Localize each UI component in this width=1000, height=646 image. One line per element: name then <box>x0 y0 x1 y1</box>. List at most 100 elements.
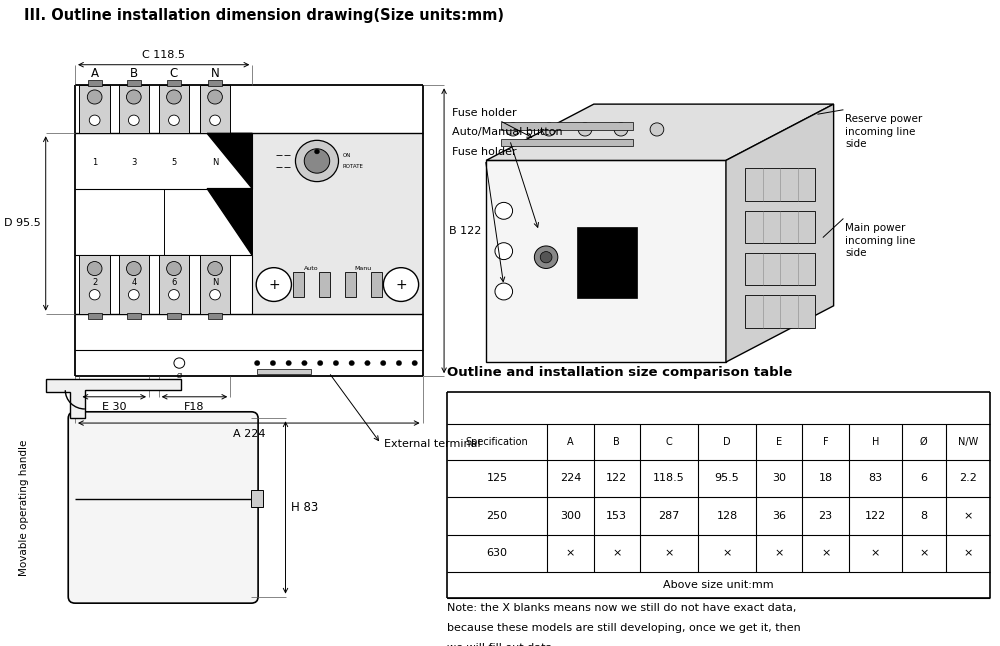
Circle shape <box>383 267 419 302</box>
Text: 30: 30 <box>772 474 786 483</box>
Circle shape <box>87 90 102 104</box>
Circle shape <box>167 262 181 276</box>
Text: Main power
incoming line
side: Main power incoming line side <box>845 224 916 258</box>
Text: B: B <box>130 67 138 79</box>
Circle shape <box>89 289 100 300</box>
Bar <box>127 313 141 319</box>
Text: ROTATE: ROTATE <box>342 164 363 169</box>
Text: H: H <box>872 437 879 447</box>
Text: 95.5: 95.5 <box>715 474 739 483</box>
Text: ×: × <box>664 548 674 558</box>
Text: ×: × <box>963 548 973 558</box>
Circle shape <box>495 283 513 300</box>
Bar <box>200 255 230 313</box>
Text: D: D <box>723 437 731 447</box>
Bar <box>167 80 181 86</box>
Bar <box>319 273 330 297</box>
Text: 125: 125 <box>487 474 508 483</box>
Bar <box>119 85 149 133</box>
Polygon shape <box>207 189 252 255</box>
Bar <box>745 295 815 328</box>
Text: 2.2: 2.2 <box>959 474 977 483</box>
Circle shape <box>210 115 220 125</box>
Text: because these models are still developing, once we get it, then: because these models are still developin… <box>447 623 801 633</box>
Text: External terminal: External terminal <box>384 439 481 449</box>
Text: we will fill out data.: we will fill out data. <box>447 643 556 646</box>
Text: F: F <box>823 437 828 447</box>
Circle shape <box>174 358 185 368</box>
Text: 1: 1 <box>92 158 97 167</box>
Text: Outline and installation size comparison table: Outline and installation size comparison… <box>447 366 792 379</box>
Text: 300: 300 <box>560 511 581 521</box>
Polygon shape <box>486 104 834 160</box>
Bar <box>208 80 222 86</box>
Text: ×: × <box>821 548 830 558</box>
Circle shape <box>210 289 220 300</box>
Text: N: N <box>212 158 218 167</box>
Text: 83: 83 <box>868 474 882 483</box>
Circle shape <box>534 246 558 269</box>
Text: 18: 18 <box>819 474 833 483</box>
Text: E: E <box>776 437 782 447</box>
Text: B 122: B 122 <box>449 225 481 236</box>
Circle shape <box>578 123 592 136</box>
Bar <box>167 313 181 319</box>
Text: Fuse holder: Fuse holder <box>452 108 532 137</box>
Circle shape <box>169 289 179 300</box>
Bar <box>79 85 110 133</box>
Text: ON: ON <box>342 153 351 158</box>
Text: N: N <box>211 67 219 79</box>
Bar <box>501 139 633 147</box>
Circle shape <box>304 149 330 173</box>
Text: A 224: A 224 <box>233 429 265 439</box>
Text: +: + <box>395 278 407 291</box>
Text: Specification: Specification <box>466 437 528 447</box>
FancyBboxPatch shape <box>68 412 258 603</box>
Circle shape <box>365 360 370 366</box>
Text: Note: the X blanks means now we still do not have exact data,: Note: the X blanks means now we still do… <box>447 603 796 613</box>
Bar <box>119 255 149 313</box>
Text: +: + <box>268 278 280 291</box>
Text: 6: 6 <box>920 474 927 483</box>
Text: 224: 224 <box>560 474 581 483</box>
Circle shape <box>333 360 339 366</box>
Text: C: C <box>170 67 178 79</box>
Text: 128: 128 <box>716 511 738 521</box>
Text: 5: 5 <box>171 158 177 167</box>
Text: ×: × <box>775 548 784 558</box>
Text: Fuse holder: Fuse holder <box>452 147 517 282</box>
Text: ×: × <box>722 548 732 558</box>
Bar <box>345 273 356 297</box>
Bar <box>79 255 110 313</box>
Text: 287: 287 <box>658 511 680 521</box>
Text: 2: 2 <box>92 278 97 287</box>
Circle shape <box>542 123 556 136</box>
Text: Reserve power
incoming line
side: Reserve power incoming line side <box>845 114 923 149</box>
Circle shape <box>295 140 339 182</box>
Bar <box>293 273 304 297</box>
Text: N: N <box>212 278 218 287</box>
Text: C: C <box>666 437 672 447</box>
Circle shape <box>540 251 552 263</box>
Circle shape <box>315 149 319 154</box>
Bar <box>577 227 637 298</box>
Text: A: A <box>567 437 574 447</box>
Bar <box>200 85 230 133</box>
Circle shape <box>270 360 276 366</box>
Text: Auto/Manual button: Auto/Manual button <box>452 127 563 227</box>
Text: 122: 122 <box>865 511 886 521</box>
Circle shape <box>302 360 307 366</box>
Text: B: B <box>613 437 620 447</box>
Text: 23: 23 <box>819 511 833 521</box>
Bar <box>88 80 102 86</box>
Text: 630: 630 <box>487 548 508 558</box>
Polygon shape <box>46 379 181 419</box>
Circle shape <box>396 360 402 366</box>
Text: 6: 6 <box>171 278 177 287</box>
Polygon shape <box>207 133 252 189</box>
Bar <box>159 255 189 313</box>
Circle shape <box>380 360 386 366</box>
Bar <box>251 490 263 508</box>
Circle shape <box>89 115 100 125</box>
Bar <box>252 133 423 313</box>
